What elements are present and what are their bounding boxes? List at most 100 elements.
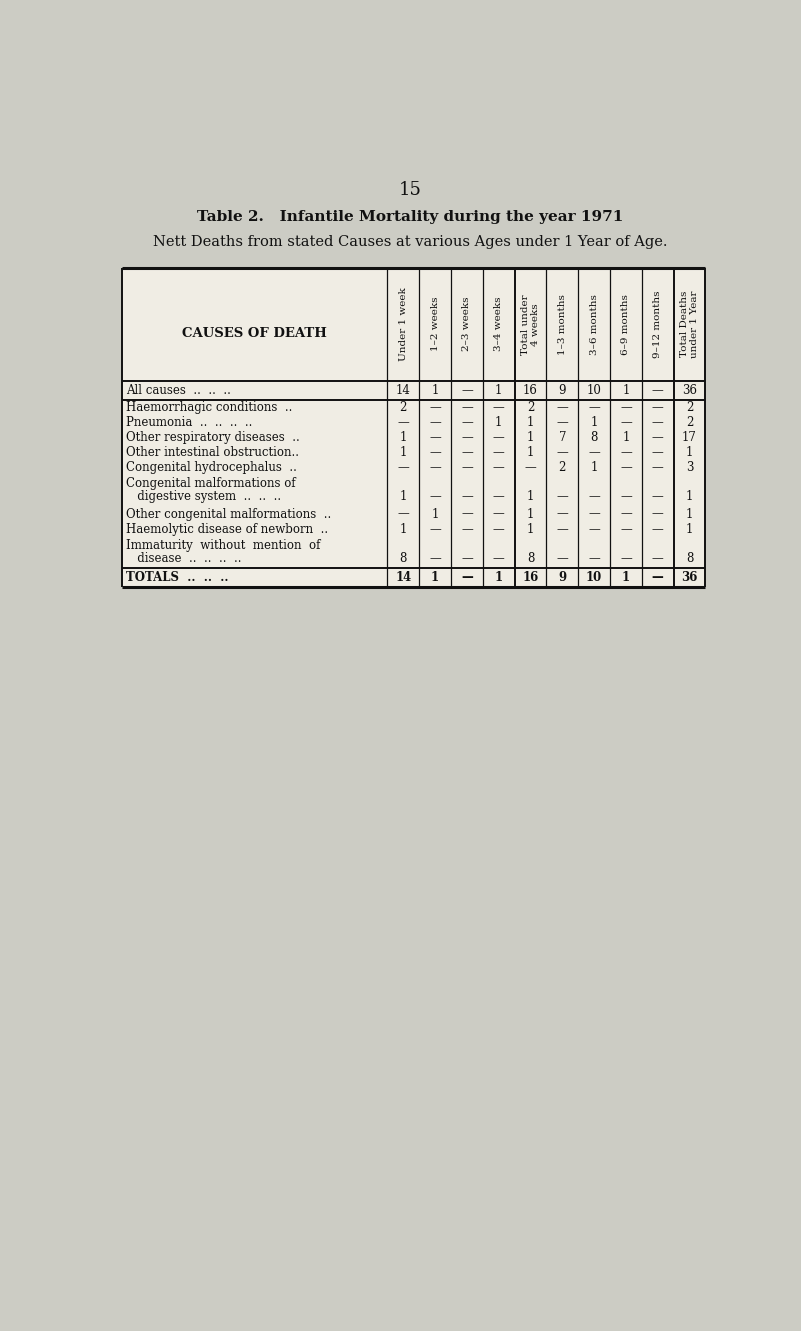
Text: —: — (493, 446, 505, 459)
Text: 1: 1 (686, 523, 693, 535)
Bar (122, 268, 706, 587)
Text: 1: 1 (432, 507, 439, 520)
Text: —: — (557, 415, 568, 429)
Text: —: — (397, 461, 409, 474)
Text: —: — (461, 446, 473, 459)
Text: 1: 1 (590, 461, 598, 474)
Text: 1: 1 (686, 490, 693, 503)
Text: 8: 8 (527, 551, 534, 564)
Text: —: — (652, 446, 663, 459)
Text: 1: 1 (527, 507, 534, 520)
Text: 2: 2 (400, 401, 407, 414)
Text: —: — (588, 507, 600, 520)
Text: 1: 1 (495, 383, 502, 397)
Text: —: — (429, 461, 441, 474)
Text: —: — (652, 415, 663, 429)
Text: Total Deaths
under 1 Year: Total Deaths under 1 Year (680, 290, 699, 358)
Text: —: — (652, 523, 663, 535)
Text: 1: 1 (686, 507, 693, 520)
Text: —: — (588, 490, 600, 503)
Text: —: — (620, 507, 632, 520)
Text: —: — (652, 571, 663, 584)
Text: digestive system  ..  ..  ..: digestive system .. .. .. (127, 490, 282, 503)
Text: 2–3 weeks: 2–3 weeks (462, 297, 471, 351)
Text: —: — (429, 490, 441, 503)
Text: Other intestinal obstruction..: Other intestinal obstruction.. (127, 446, 300, 459)
Text: —: — (429, 401, 441, 414)
Text: 15: 15 (399, 181, 422, 200)
Text: —: — (493, 523, 505, 535)
Text: Pneumonia  ..  ..  ..  ..: Pneumonia .. .. .. .. (127, 415, 253, 429)
Text: —: — (557, 507, 568, 520)
Text: 6–9 months: 6–9 months (622, 294, 630, 354)
Text: —: — (620, 523, 632, 535)
Text: CAUSES OF DEATH: CAUSES OF DEATH (182, 327, 327, 339)
Text: —: — (429, 446, 441, 459)
Text: —: — (652, 383, 663, 397)
Text: —: — (461, 490, 473, 503)
Text: 14: 14 (396, 383, 411, 397)
Text: —: — (461, 523, 473, 535)
Text: —: — (652, 507, 663, 520)
Text: 9: 9 (558, 383, 566, 397)
Text: 1: 1 (431, 571, 439, 584)
Text: 1: 1 (527, 415, 534, 429)
Text: Nett Deaths from stated Causes at various Ages under 1 Year of Age.: Nett Deaths from stated Causes at variou… (153, 236, 668, 249)
Text: —: — (493, 401, 505, 414)
Text: —: — (652, 551, 663, 564)
Text: 1–2 weeks: 1–2 weeks (431, 297, 440, 351)
Text: —: — (429, 415, 441, 429)
Text: disease  ..  ..  ..  ..: disease .. .. .. .. (127, 551, 242, 564)
Text: 1: 1 (686, 446, 693, 459)
Text: 1: 1 (527, 523, 534, 535)
Text: —: — (429, 523, 441, 535)
Text: Congenital malformations of: Congenital malformations of (127, 478, 296, 490)
Text: 1: 1 (590, 415, 598, 429)
Text: —: — (397, 507, 409, 520)
Text: Total under
4 weeks: Total under 4 weeks (521, 294, 540, 354)
Text: 3–4 weeks: 3–4 weeks (494, 297, 503, 351)
Text: —: — (620, 401, 632, 414)
Text: 36: 36 (682, 571, 698, 584)
Text: —: — (620, 551, 632, 564)
Text: —: — (461, 431, 473, 443)
Text: 1: 1 (432, 383, 439, 397)
Text: —: — (557, 551, 568, 564)
Text: —: — (429, 551, 441, 564)
Text: 1–3 months: 1–3 months (557, 294, 567, 354)
Text: —: — (461, 401, 473, 414)
Text: 1: 1 (622, 571, 630, 584)
Text: 9: 9 (558, 571, 566, 584)
Text: 1: 1 (494, 571, 503, 584)
Text: 16: 16 (523, 383, 538, 397)
Text: 1: 1 (400, 431, 407, 443)
Text: 14: 14 (395, 571, 412, 584)
Text: 36: 36 (682, 383, 697, 397)
Text: —: — (461, 415, 473, 429)
Text: —: — (620, 461, 632, 474)
Text: 3: 3 (686, 461, 693, 474)
Text: —: — (493, 490, 505, 503)
Text: —: — (557, 490, 568, 503)
Text: —: — (588, 446, 600, 459)
Text: 2: 2 (686, 401, 693, 414)
Text: —: — (461, 507, 473, 520)
Text: —: — (493, 461, 505, 474)
Text: 8: 8 (400, 551, 407, 564)
Text: 1: 1 (527, 431, 534, 443)
Text: Other congenital malformations  ..: Other congenital malformations .. (127, 507, 332, 520)
Text: —: — (429, 431, 441, 443)
Text: 2: 2 (527, 401, 534, 414)
Text: Haemorrhagic conditions  ..: Haemorrhagic conditions .. (127, 401, 293, 414)
Text: —: — (397, 415, 409, 429)
Text: 1: 1 (527, 446, 534, 459)
Text: 10: 10 (586, 571, 602, 584)
Text: —: — (652, 490, 663, 503)
Text: —: — (493, 431, 505, 443)
Text: 1: 1 (400, 446, 407, 459)
Text: —: — (557, 401, 568, 414)
Text: —: — (557, 446, 568, 459)
Text: —: — (557, 523, 568, 535)
Text: 8: 8 (686, 551, 693, 564)
Text: 1: 1 (400, 490, 407, 503)
